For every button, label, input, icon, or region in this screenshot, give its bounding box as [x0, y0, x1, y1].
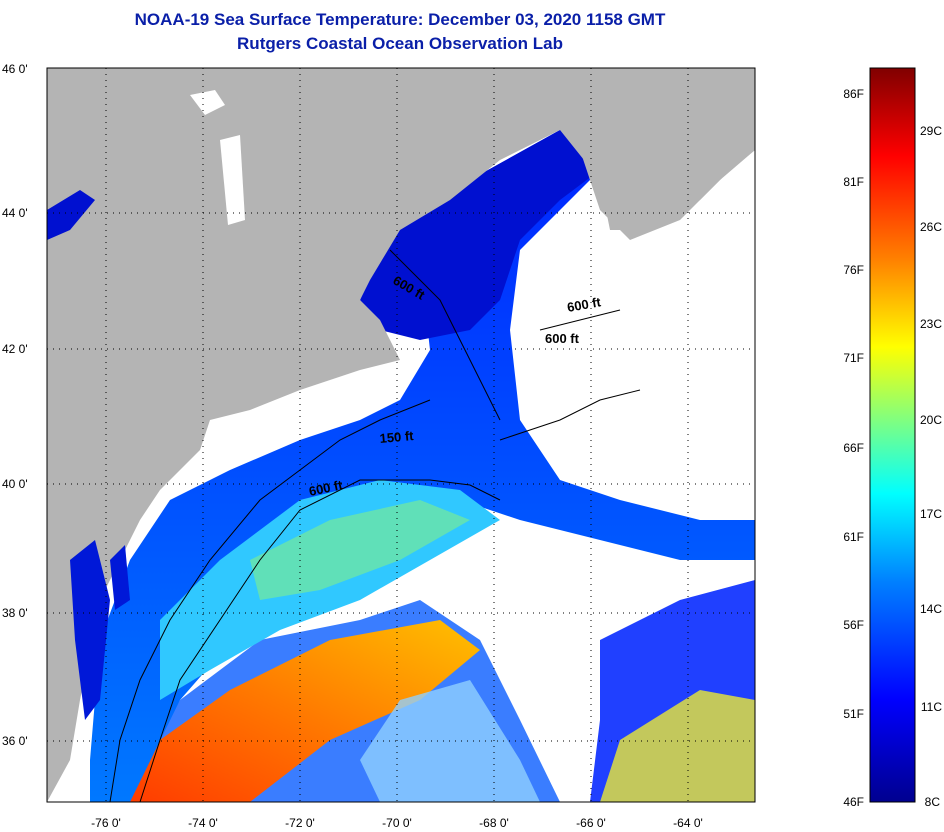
colorbar-f-label: 51F	[843, 707, 864, 721]
longitude-labels: -76 0' -74 0' -72 0' -70 0' -68 0' -66 0…	[91, 816, 703, 830]
contour-label: 600 ft	[545, 331, 580, 346]
lat-label: 38 0'	[2, 606, 28, 620]
lat-label: 46 0'	[2, 62, 28, 76]
colorbar-f-label: 71F	[843, 351, 864, 365]
lon-label: -64 0'	[673, 816, 703, 830]
lon-label: -70 0'	[382, 816, 412, 830]
lake-ontario	[47, 190, 95, 240]
land	[47, 68, 755, 802]
colorbar-c-label: 20C	[920, 413, 942, 427]
colorbar-celsius-labels: 29C 26C 23C 20C 17C 14C 11C 8C	[920, 124, 942, 809]
colorbar-f-label: 81F	[843, 175, 864, 189]
delaware-bay	[110, 545, 130, 610]
slope-warm-band	[250, 500, 470, 600]
colorbar-f-label: 66F	[843, 441, 864, 455]
lat-label: 40 0'	[2, 477, 28, 491]
contour-label: 150 ft	[379, 428, 415, 446]
nova-scotia-land	[580, 100, 755, 240]
colorbar-c-label: 26C	[920, 220, 942, 234]
shelf-water	[90, 100, 755, 802]
colorbar-c-label: 11C	[921, 700, 942, 714]
lat-label: 42 0'	[2, 342, 28, 356]
lon-label: -76 0'	[91, 816, 121, 830]
latitude-labels: 46 0' 44 0' 42 0' 40 0' 38 0' 36 0'	[2, 62, 28, 748]
map-subtitle: Rutgers Coastal Ocean Observation Lab	[237, 34, 563, 53]
contour-label: 600 ft	[308, 477, 345, 499]
lake-patch	[190, 90, 225, 115]
graticule	[47, 68, 755, 802]
colorbar-c-label: 14C	[920, 602, 942, 616]
colorbar	[869, 67, 916, 803]
eastern-warm-patch	[600, 690, 755, 802]
colorbar-f-label: 76F	[843, 263, 864, 277]
colorbar-c-label: 29C	[920, 124, 942, 138]
colorbar-c-label: 8C	[925, 795, 941, 809]
colorbar-f-label: 46F	[843, 795, 864, 809]
colorbar-fahrenheit-labels: 86F 81F 76F 71F 66F 61F 56F 51F 46F	[843, 87, 864, 809]
chesapeake-bay	[70, 540, 110, 720]
colorbar-f-label: 56F	[843, 618, 864, 632]
contour-label: 600 ft	[566, 294, 603, 315]
lat-label: 44 0'	[2, 206, 28, 220]
colorbar-f-label: 86F	[843, 87, 864, 101]
colorbar-c-label: 17C	[920, 507, 942, 521]
lat-label: 36 0'	[2, 734, 28, 748]
lon-label: -74 0'	[188, 816, 218, 830]
lon-label: -66 0'	[576, 816, 606, 830]
lon-label: -68 0'	[479, 816, 509, 830]
lake-champlain	[220, 135, 245, 225]
map-title: NOAA-19 Sea Surface Temperature: Decembe…	[134, 10, 666, 29]
colorbar-c-label: 23C	[920, 317, 942, 331]
map-frame	[46, 67, 756, 803]
lon-label: -72 0'	[285, 816, 315, 830]
depth-contours	[109, 249, 641, 802]
colorbar-f-label: 61F	[843, 530, 864, 544]
